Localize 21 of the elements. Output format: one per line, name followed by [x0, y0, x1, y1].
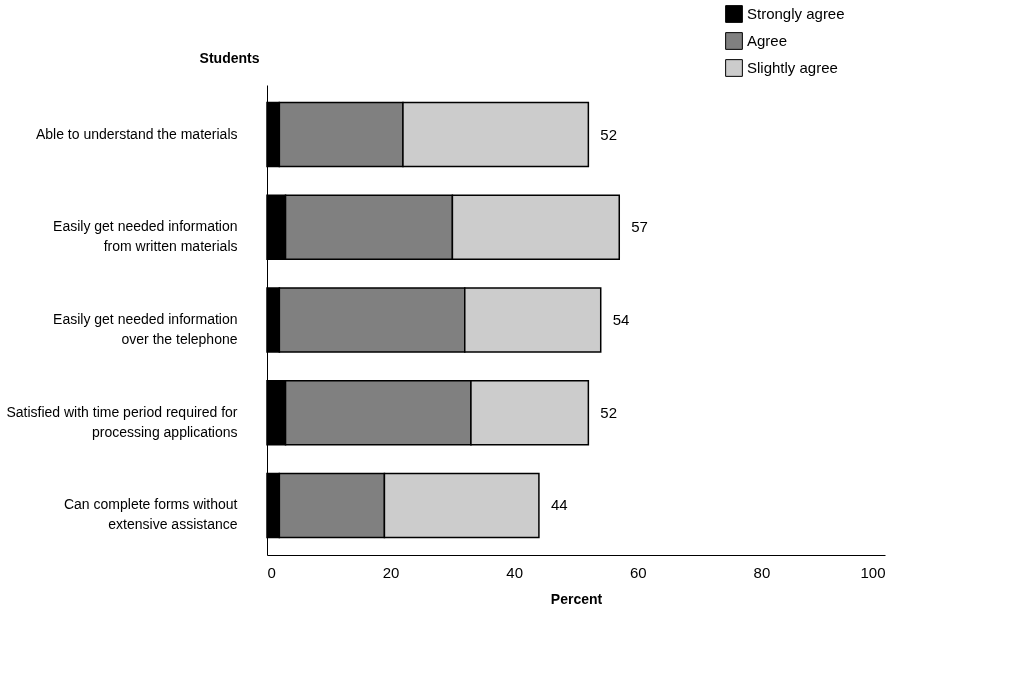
y-tick-label: Easily get needed information from written materials — [53, 218, 238, 255]
legend-label: Slightly agree — [747, 59, 838, 76]
y-axis-title: Students — [199, 49, 260, 66]
total-label: 52 — [600, 125, 618, 143]
legend-label: Strongly agree — [747, 5, 845, 22]
total-label: 52 — [600, 403, 618, 421]
y-tick-label: Easily get needed information over the telephone — [53, 311, 238, 347]
total-label: 44 — [550, 496, 568, 514]
x-tick-label: 100 — [860, 563, 886, 581]
total-label: 57 — [631, 218, 648, 236]
x-axis-title: Percent — [550, 590, 603, 607]
y-tick-label: Can complete forms without extensive assistance — [63, 496, 238, 533]
y-tick-label: Satisfied with time period required for processing applications — [6, 403, 238, 440]
legend-label: Agree — [747, 32, 788, 49]
x-tick-label: 40 — [506, 563, 524, 581]
x-tick-label: 80 — [753, 563, 771, 581]
y-tick-label: Able to understand the materials — [35, 125, 238, 142]
x-tick-label: 60 — [629, 563, 647, 581]
x-tick-label: 0 — [267, 563, 276, 581]
x-tick-label: 20 — [382, 563, 400, 581]
total-label: 54 — [612, 311, 630, 328]
